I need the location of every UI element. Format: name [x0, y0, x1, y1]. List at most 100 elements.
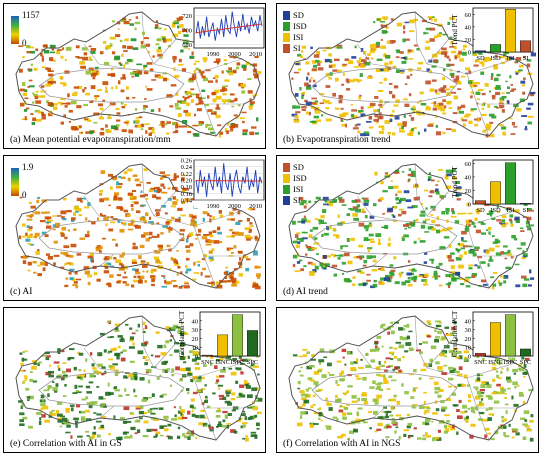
region-map: [288, 163, 535, 290]
y-tick-label: 0.18: [181, 184, 192, 191]
legend-item: SI: [283, 43, 307, 54]
bar-isd: [490, 181, 501, 205]
x-tick-label: 2010: [249, 51, 262, 58]
legend-item: ISI: [283, 32, 307, 43]
bar-isnc: [217, 334, 228, 357]
region-map: [288, 11, 536, 138]
bar-spc: [247, 330, 258, 357]
inset-bar-svg: 0 20 40 60 SD ISD ISI SI Trend PCT: [451, 159, 534, 214]
category-label: ISD: [490, 55, 501, 62]
category-label: ISPC: [504, 359, 518, 366]
colorbar-max: 1157: [22, 10, 40, 20]
legend-swatch: [283, 11, 290, 20]
bar-snc: [202, 354, 213, 357]
x-tick-label: 2000: [228, 51, 241, 58]
inset-bar-chart: 0 20 40 60 SD ISD ISI SI Trend PCT: [451, 159, 535, 220]
legend-label: ISI: [293, 32, 304, 42]
legend-item: SI: [283, 195, 307, 206]
panel-caption: (f) Correlation with AI in NGS: [283, 439, 401, 449]
y-tick-label: 720: [182, 13, 192, 20]
category-label: SNC: [201, 359, 214, 366]
y-tick-label: 40: [192, 318, 199, 325]
bar-ispc: [505, 314, 516, 357]
category-label: SI: [523, 55, 529, 62]
y-tick-label: 0.22: [181, 171, 192, 178]
category-label: ISPC: [231, 359, 245, 366]
series-line: [195, 11, 263, 41]
inset-bar-chart: 0 20 40 60 SD ISD ISI SI Trend PCT: [451, 7, 535, 68]
region-map: [15, 315, 263, 442]
bar-snc: [475, 353, 486, 357]
y-axis-label: Trend PCT: [451, 166, 459, 198]
category-label: ISI: [507, 55, 515, 62]
trend-line: [195, 23, 263, 34]
inset-line-svg: 680 700 720 1990 2000 2010: [182, 7, 265, 58]
colorbar-max: 1.9: [22, 162, 34, 172]
y-tick-label: 40: [465, 174, 472, 181]
region-map: [15, 163, 261, 290]
colorbar: [11, 16, 19, 44]
panel-b: (b) Evapotranspiration trend SD ISD ISI SI 0 2…: [276, 3, 539, 149]
y-tick-label: 30: [192, 327, 199, 334]
panel-c: (c) AI 1.9 0 0.14 0.16 0.18 0.20 0.22 0.24 0.26 19…: [3, 155, 266, 301]
legend-swatch: [283, 174, 290, 183]
x-tick-label: 1990: [207, 51, 220, 58]
panel-caption: (c) AI: [10, 287, 33, 297]
y-tick-label: 0: [468, 354, 471, 361]
x-tick-label: 2010: [249, 203, 262, 210]
category-label: ISNC: [488, 359, 503, 366]
legend-label: ISD: [293, 21, 307, 31]
inset-bar-svg: 0 20 40 60 SD ISD ISI SI Trend PCT: [451, 7, 534, 62]
inset-bar-chart: 0 10 20 30 40 SNC ISNC ISPC SPC Correlation PCT: [178, 310, 262, 372]
legend-item: SD: [283, 10, 307, 21]
category-label: ISD: [490, 207, 501, 214]
bar-ispc: [232, 314, 243, 357]
x-tick-label: 1990: [207, 203, 220, 210]
category-label: SPC: [520, 359, 532, 366]
panel-f: (f) Correlation with AI in NGS 0 10 20 30 40 S…: [276, 307, 539, 453]
legend-swatch: [283, 185, 290, 194]
y-tick-label: 0: [468, 50, 471, 57]
legend-label: SD: [293, 10, 304, 20]
panel-caption: (d) AI trend: [283, 287, 328, 297]
bar-isd: [490, 44, 501, 53]
legend-swatch: [283, 44, 290, 53]
y-axis-label: Correlation PCT: [451, 310, 459, 357]
y-axis-label: Correlation PCT: [178, 310, 186, 357]
panel-e: (e) Correlation with AI in GS 0 10 20 30 40 SN…: [3, 307, 266, 453]
inset-bar-chart: 0 10 20 30 40 SNC ISNC ISPC SPC Correlation PCT: [451, 310, 535, 372]
y-tick-label: 10: [192, 345, 199, 352]
inset-frame: [472, 311, 534, 357]
y-tick-label: 0.24: [181, 164, 193, 171]
legend-label: ISD: [293, 173, 307, 183]
y-tick-label: 0.14: [181, 198, 193, 205]
y-tick-label: 10: [465, 345, 472, 352]
legend: SD ISD ISI SI: [283, 162, 307, 206]
legend-label: SD: [293, 162, 304, 172]
legend: SD ISD ISI SI: [283, 10, 307, 54]
y-tick-label: 20: [192, 336, 199, 343]
y-tick-label: 60: [465, 161, 472, 168]
x-tick-label: 2000: [228, 203, 241, 210]
bar-isi: [505, 162, 516, 205]
panel-caption: (e) Correlation with AI in GS: [10, 439, 122, 449]
bar-si: [520, 203, 531, 205]
bar-sd: [475, 50, 486, 53]
y-tick-label: 20: [465, 37, 472, 44]
legend-item: SD: [283, 162, 307, 173]
y-tick-label: 0: [195, 354, 198, 361]
panel-d: (d) AI trend SD ISD ISI SI 0 20 40 60 SD ISD ISI SI T…: [276, 155, 539, 301]
y-tick-label: 0: [468, 202, 471, 209]
y-tick-label: 40: [465, 24, 472, 31]
inset-bar-svg: 0 10 20 30 40 SNC ISNC ISPC SPC Correlation PCT: [451, 310, 534, 366]
y-tick-label: 40: [465, 318, 472, 325]
inset-line-chart: 0.14 0.16 0.18 0.20 0.22 0.24 0.26 1990 2000 2010: [181, 158, 265, 210]
bar-spc: [520, 348, 531, 357]
category-label: SI: [523, 207, 529, 214]
category-label: ISNC: [215, 359, 230, 366]
legend-label: SI: [293, 43, 301, 53]
legend-label: ISI: [293, 184, 304, 194]
legend-item: ISD: [283, 21, 307, 32]
colorbar-min: 0: [22, 190, 27, 200]
legend-swatch: [283, 22, 290, 31]
